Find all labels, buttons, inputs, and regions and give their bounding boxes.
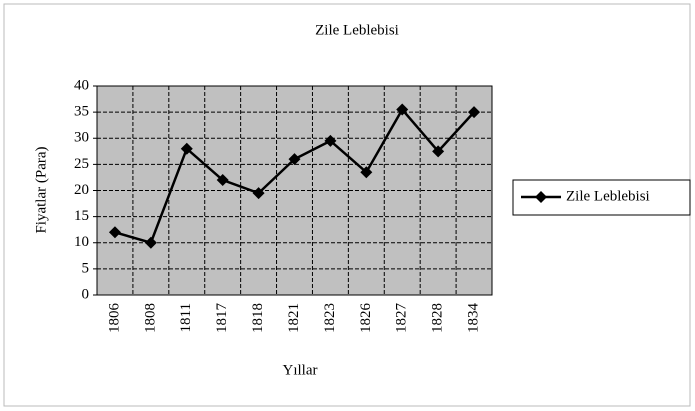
x-tick-label: 1834 xyxy=(465,303,481,334)
legend-marker xyxy=(535,191,547,203)
marker xyxy=(252,187,265,200)
marker xyxy=(396,103,409,116)
x-tick-label: 1826 xyxy=(358,303,374,334)
y-tick-label: 25 xyxy=(74,156,89,172)
x-tick-label: 1811 xyxy=(178,303,194,332)
marker xyxy=(108,226,121,239)
legend-label: Zile Leblebisi xyxy=(566,188,650,204)
plot-area xyxy=(96,85,493,296)
marker xyxy=(468,106,481,119)
marker xyxy=(180,142,193,155)
chart-title: Zile Leblebisi xyxy=(315,22,399,38)
x-tick-label: 1828 xyxy=(430,303,446,333)
x-tick-label: 1808 xyxy=(142,303,158,333)
y-tick-label: 10 xyxy=(74,234,89,250)
legend: Zile Leblebisi xyxy=(512,179,691,216)
x-tick-label: 1817 xyxy=(214,303,230,334)
marker xyxy=(216,174,229,187)
y-tick-label: 20 xyxy=(74,182,89,198)
y-tick-label: 5 xyxy=(82,260,90,276)
x-tick-label: 1823 xyxy=(322,303,338,333)
y-tick-label: 0 xyxy=(82,286,90,302)
marker xyxy=(144,236,157,249)
x-tick-label: 1806 xyxy=(106,303,122,334)
x-tick-label: 1827 xyxy=(394,303,410,334)
y-tick-label: 35 xyxy=(74,104,89,120)
marker xyxy=(288,153,301,166)
y-axis-label: Fiyatlar (Para) xyxy=(33,146,49,233)
x-tick-label: 1821 xyxy=(286,303,302,333)
x-tick-label: 1818 xyxy=(250,303,266,333)
marker xyxy=(360,166,373,179)
y-tick-label: 40 xyxy=(74,77,89,93)
marker xyxy=(432,145,445,158)
x-axis-label: Yıllar xyxy=(283,362,318,378)
marker xyxy=(324,134,337,147)
y-tick-label: 30 xyxy=(74,130,89,146)
y-tick-label: 15 xyxy=(74,208,89,224)
